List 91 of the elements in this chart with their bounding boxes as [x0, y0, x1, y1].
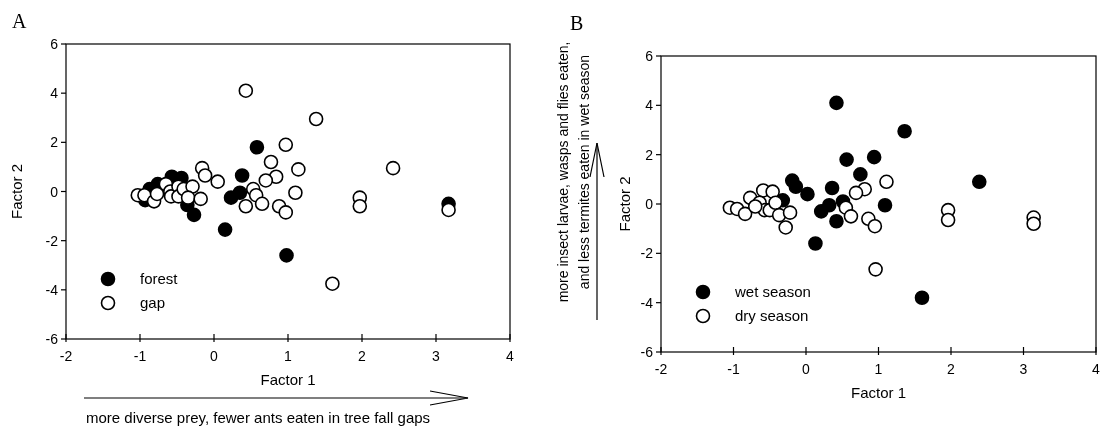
point — [291, 162, 306, 177]
point — [279, 248, 294, 263]
x-tick-label: 0 — [210, 348, 219, 364]
y-tick-label: -2 — [640, 245, 654, 262]
y-tick-label: 2 — [645, 146, 654, 163]
point — [940, 212, 956, 228]
legend-label: gap — [140, 294, 166, 311]
point — [800, 186, 815, 202]
point — [788, 179, 804, 195]
y-tick-label: 2 — [50, 134, 59, 151]
x-tick-label: 2 — [358, 348, 367, 364]
y-tick-label: 4 — [645, 97, 654, 114]
point — [441, 202, 456, 218]
point — [185, 179, 200, 194]
y-tick-label: 0 — [50, 183, 59, 200]
point — [238, 198, 254, 214]
y-axis-title: Factor 2 — [8, 163, 25, 220]
point — [897, 123, 912, 139]
x-tick-label: 2 — [947, 361, 956, 377]
point — [768, 195, 783, 211]
point — [238, 83, 254, 99]
point — [193, 191, 208, 207]
point — [778, 220, 793, 235]
legend-label: wet season — [734, 283, 811, 300]
y-tick-label: -6 — [45, 331, 59, 347]
point — [821, 197, 837, 213]
legend-label: forest — [140, 270, 179, 287]
point — [829, 95, 844, 111]
point — [385, 160, 401, 176]
point — [149, 186, 165, 202]
point — [867, 218, 883, 234]
x-tick-label: -1 — [727, 361, 740, 377]
y-tick-label: 6 — [50, 36, 59, 52]
point — [197, 168, 213, 183]
point — [308, 111, 324, 127]
y-tick-label: 4 — [50, 85, 59, 102]
x-tick-label: 3 — [1019, 361, 1028, 377]
x-tick-label: 0 — [802, 361, 811, 377]
point — [879, 174, 894, 190]
x-tick-label: 4 — [506, 348, 515, 364]
y-tick-label: 6 — [645, 48, 654, 64]
y-axis-title: Factor 2 — [616, 176, 633, 232]
point — [853, 167, 868, 182]
point — [848, 185, 864, 201]
x-tick-label: 3 — [432, 348, 441, 364]
point — [223, 190, 239, 205]
point — [234, 168, 250, 183]
point — [263, 154, 279, 170]
x-tick-label: 1 — [284, 348, 293, 364]
text: and less termites eaten in wet season — [576, 54, 592, 290]
point — [278, 205, 294, 220]
point — [914, 290, 930, 306]
point — [258, 173, 274, 188]
point — [278, 137, 294, 153]
x-tick-label: 1 — [874, 361, 883, 377]
point — [180, 190, 196, 205]
x-tick-label: 4 — [1092, 361, 1101, 377]
point — [971, 174, 987, 190]
text: more diverse prey, fewer ants eaten in tree fall gaps — [86, 409, 431, 426]
point — [747, 199, 763, 214]
point — [254, 196, 270, 212]
x-axis-title: Factor 1 — [260, 371, 316, 388]
point — [866, 149, 882, 165]
text: more insect larvae, wasps and flies eaten, — [555, 41, 571, 303]
point — [210, 174, 225, 189]
point — [843, 209, 859, 224]
point — [737, 206, 753, 222]
point — [186, 207, 202, 223]
point — [217, 222, 233, 237]
point — [808, 236, 823, 251]
point — [249, 139, 265, 155]
point — [824, 180, 840, 196]
y-tick-label: -4 — [640, 294, 654, 311]
point — [288, 185, 303, 201]
point — [877, 197, 893, 213]
y-tick-label: -4 — [45, 281, 59, 298]
legend-label: dry season — [735, 307, 809, 324]
y-tick-label: -6 — [640, 344, 654, 360]
x-tick-label: -1 — [133, 348, 147, 364]
point — [352, 198, 368, 214]
chart-title: B — [570, 12, 584, 34]
point — [829, 213, 844, 229]
point — [839, 152, 854, 167]
point — [1026, 216, 1041, 232]
y-tick-label: 0 — [645, 196, 654, 212]
point — [868, 262, 883, 277]
chart-title: A — [12, 10, 27, 32]
point — [325, 276, 340, 291]
x-axis-title: Factor 1 — [850, 384, 907, 401]
y-tick-label: -2 — [45, 232, 59, 249]
point — [782, 205, 798, 220]
